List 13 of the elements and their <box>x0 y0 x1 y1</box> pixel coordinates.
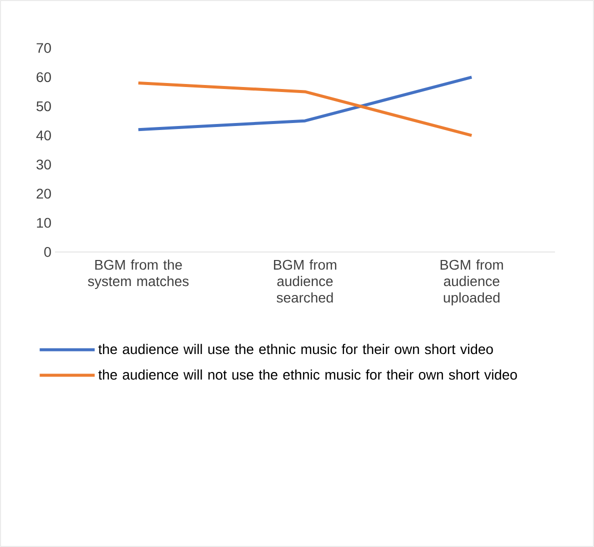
y-tick-label: 60 <box>36 72 51 82</box>
y-tick-label: 0 <box>44 247 51 257</box>
legend-label: the audience will use the ethnic music for their own short video <box>98 344 493 354</box>
y-tick-label: 20 <box>36 188 51 199</box>
x-tick-label: BGM from the system matches <box>88 260 189 289</box>
y-tick-label: 10 <box>37 218 51 228</box>
y-tick-label: 70 <box>36 43 51 53</box>
y-tick-label: 50 <box>36 101 51 112</box>
legend-label: the audience will not use the ethnic music for their own short video <box>98 369 517 380</box>
y-tick-label: 30 <box>36 160 51 170</box>
x-tick-label: BGM from audience searched <box>274 260 336 303</box>
x-tick-label: BGM from audience uploaded <box>440 260 503 306</box>
y-tick-label: 40 <box>36 130 51 140</box>
